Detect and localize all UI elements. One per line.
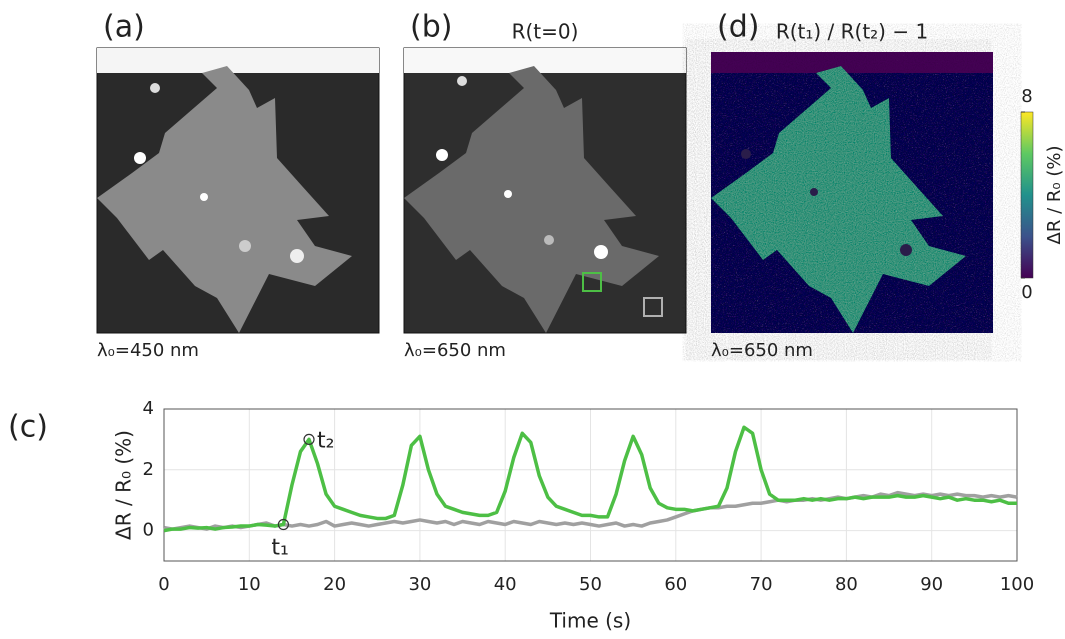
x-tick-label: 70 <box>750 574 773 595</box>
annotation-marker <box>303 433 315 445</box>
plot-frame <box>163 408 1018 562</box>
y-tick-label: 0 <box>143 520 154 541</box>
panel-caption: λ₀=450 nm <box>97 340 199 361</box>
panel-title: R(t=0) <box>512 20 579 44</box>
panel-caption: λ₀=650 nm <box>711 340 813 361</box>
x-tick-label: 40 <box>494 574 517 595</box>
x-tick-label: 10 <box>238 574 261 595</box>
panel-label: (c) <box>8 410 48 445</box>
image-d <box>711 52 993 333</box>
x-axis-label: Time (s) <box>549 609 631 633</box>
panel-label: (b) <box>410 10 452 45</box>
y-tick-label: 2 <box>143 459 154 480</box>
x-tick-label: 50 <box>579 574 602 595</box>
y-axis-label: ΔR / R₀ (%) <box>112 430 136 540</box>
panel-title: R(t₁) / R(t₂) − 1 <box>776 20 928 44</box>
x-tick-label: 90 <box>920 574 943 595</box>
x-tick-label: 0 <box>158 574 169 595</box>
annotation: t₁ <box>271 536 288 561</box>
colorbar <box>1020 111 1034 279</box>
x-tick-label: 20 <box>323 574 346 595</box>
colorbar-tick-label: 0 <box>1021 282 1032 303</box>
panel-label: (a) <box>103 10 145 45</box>
image-b <box>403 47 687 334</box>
colorbar-tick-label: 8 <box>1021 86 1032 107</box>
panel-label: (d) <box>717 10 759 45</box>
x-tick-label: 60 <box>664 574 687 595</box>
colorbar-label: ΔR / R₀ (%) <box>1044 146 1065 245</box>
y-tick-label: 4 <box>143 398 154 419</box>
x-tick-label: 80 <box>835 574 858 595</box>
panel-caption: λ₀=650 nm <box>404 340 506 361</box>
annotation: t₂ <box>317 428 334 453</box>
x-tick-label: 30 <box>408 574 431 595</box>
image-a <box>96 47 380 334</box>
x-tick-label: 100 <box>1000 574 1034 595</box>
annotation-marker <box>277 518 290 531</box>
